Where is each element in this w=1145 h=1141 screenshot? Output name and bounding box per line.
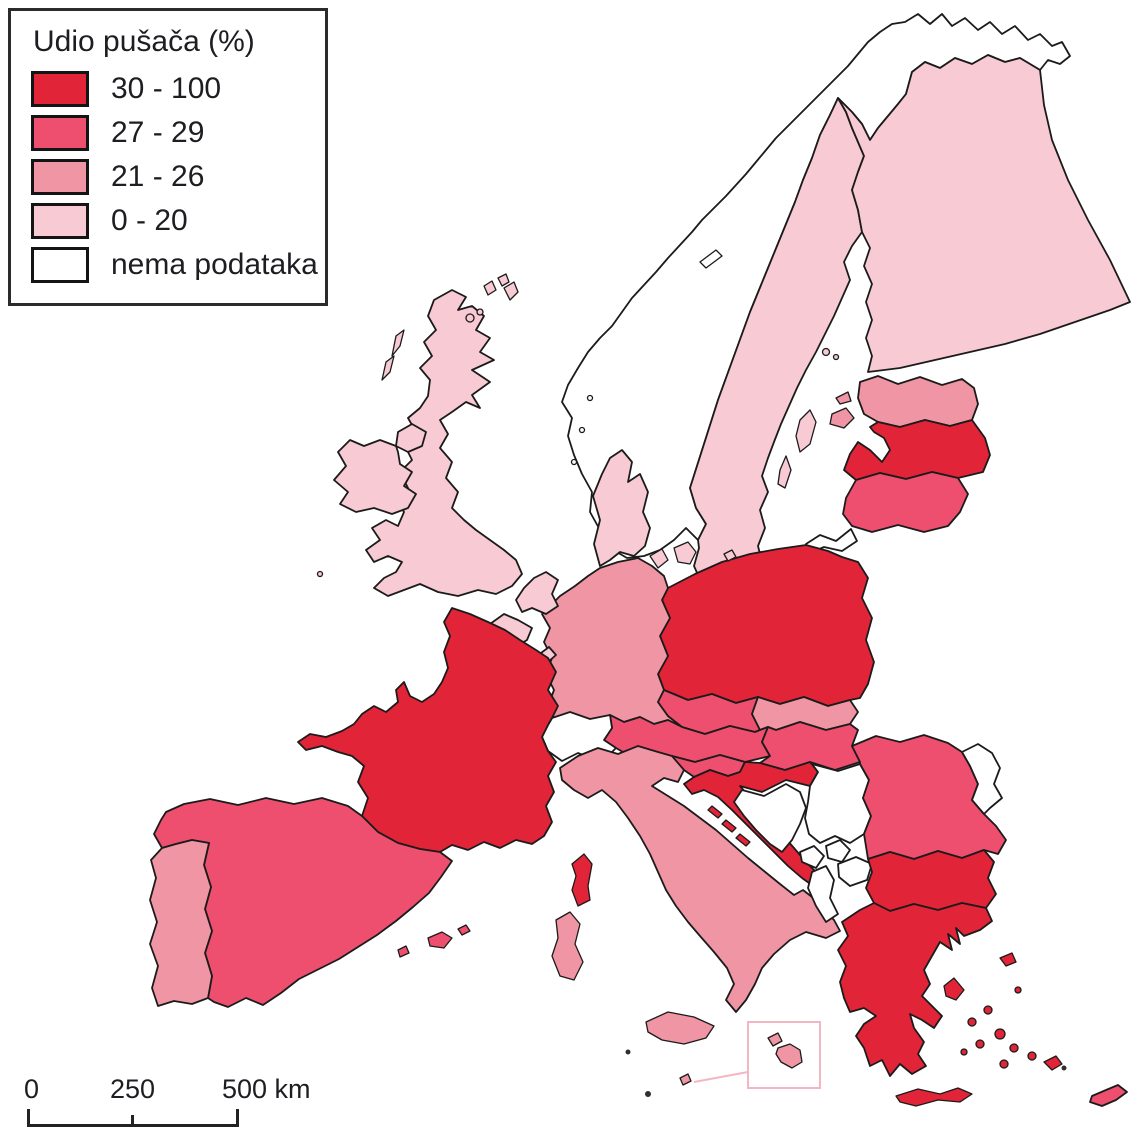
island-aland (821, 347, 831, 357)
aegean-island (1009, 1043, 1019, 1053)
island-faroe (483, 280, 497, 296)
country-poland (657, 544, 875, 707)
inset-island-gozo (767, 1032, 783, 1047)
island-hiiumaa (835, 391, 852, 405)
aegean-island (975, 1039, 985, 1049)
island-ibiza (397, 945, 410, 958)
aegean-island (983, 1005, 993, 1015)
country-latvia (843, 419, 991, 481)
island-aland (832, 353, 840, 361)
island-sicily (645, 1011, 715, 1045)
small-islet (625, 1049, 631, 1055)
country-finland (837, 54, 1131, 373)
small-islet (1061, 1065, 1067, 1071)
island-bornholm (723, 549, 737, 562)
scale-tick (236, 1109, 239, 1124)
legend-label: 27 - 29 (111, 116, 205, 149)
map-legend: Udio pušača (%) 30 - 100 27 - 29 21 - 26… (8, 8, 328, 306)
legend-row: 27 - 29 (31, 115, 315, 151)
aegean-island (1014, 986, 1022, 994)
aegean-island (1027, 1051, 1037, 1061)
country-albania (807, 865, 839, 923)
legend-label: 0 - 20 (111, 204, 188, 237)
island-corsica (571, 853, 593, 907)
island-gotland (795, 409, 817, 453)
legend-label: 30 - 100 (111, 72, 222, 105)
norway-islet (586, 394, 594, 402)
aegean-island (999, 1059, 1009, 1069)
island-lofoten (699, 249, 723, 269)
country-cyprus (1089, 1084, 1128, 1107)
island-lesbos (999, 952, 1017, 967)
legend-swatch-30-100 (31, 71, 89, 107)
country-lithuania (842, 471, 969, 533)
island-funen (649, 548, 669, 569)
legend-swatch-27-29 (31, 115, 89, 151)
island-oland (777, 455, 792, 489)
legend-row: nema podataka (31, 247, 318, 283)
legend-row: 21 - 26 (31, 159, 315, 195)
island-orkney (465, 313, 475, 323)
country-netherlands (515, 571, 559, 615)
legend-row: 0 - 20 (31, 203, 315, 239)
country-greece (837, 902, 993, 1077)
country-montenegro (799, 845, 825, 869)
scale-bar: 0 250 500 km (0, 1070, 330, 1134)
croatian-island (721, 819, 737, 833)
malta-inset-connector (693, 1071, 749, 1083)
island-crete (895, 1087, 973, 1107)
country-estonia (857, 375, 979, 428)
country-serbia (804, 763, 872, 844)
country-kosovo (825, 839, 851, 863)
island-rhodes (1043, 1055, 1063, 1071)
country-denmark (592, 449, 651, 567)
legend-label: 21 - 26 (111, 160, 205, 193)
aegean-island (967, 1017, 977, 1027)
scale-label-0: 0 (24, 1074, 40, 1104)
scale-label-250: 250 (110, 1074, 156, 1104)
island-hebrides (381, 355, 395, 381)
legend-title: Udio pušača (%) (33, 25, 255, 58)
legend-swatch-0-20 (31, 203, 89, 239)
island-faroe (497, 273, 510, 287)
legend-row: 30 - 100 (31, 71, 315, 107)
island-hebrides (391, 329, 405, 357)
island-scilly (316, 570, 324, 578)
country-bosnia (733, 783, 807, 853)
aegean-island (960, 1048, 968, 1056)
country-moldova (961, 743, 1003, 815)
norway-islet (570, 458, 578, 466)
legend-swatch-21-26 (31, 159, 89, 195)
country-ireland (333, 439, 417, 515)
island-shetland (503, 281, 519, 301)
island-menorca (457, 924, 471, 936)
island-malta-true (679, 1073, 692, 1086)
island-mallorca (427, 931, 453, 949)
island-orkney (476, 308, 484, 316)
island-euboea (943, 977, 965, 1001)
scale-tick (27, 1109, 30, 1124)
inset-island-malta (775, 1043, 803, 1069)
island-saaremaa (829, 407, 855, 429)
croatian-island (735, 833, 751, 847)
scale-tick (131, 1115, 134, 1124)
scale-bar-line (27, 1108, 239, 1127)
scale-label-500km: 500 km (222, 1074, 311, 1104)
country-north-macedonia (837, 856, 873, 887)
small-islet (645, 1091, 651, 1097)
legend-swatch-nodata (31, 247, 89, 283)
legend-label: nema podataka (111, 248, 318, 281)
croatian-island (707, 805, 723, 819)
aegean-island (994, 1028, 1006, 1040)
norway-islet (578, 426, 586, 434)
country-bulgaria (865, 849, 997, 912)
country-romania (851, 734, 1007, 860)
island-zealand (673, 541, 697, 565)
country-portugal (149, 839, 213, 1007)
country-italy (559, 745, 841, 1013)
island-sardinia (551, 911, 584, 981)
malta-inset-box (747, 1021, 821, 1089)
